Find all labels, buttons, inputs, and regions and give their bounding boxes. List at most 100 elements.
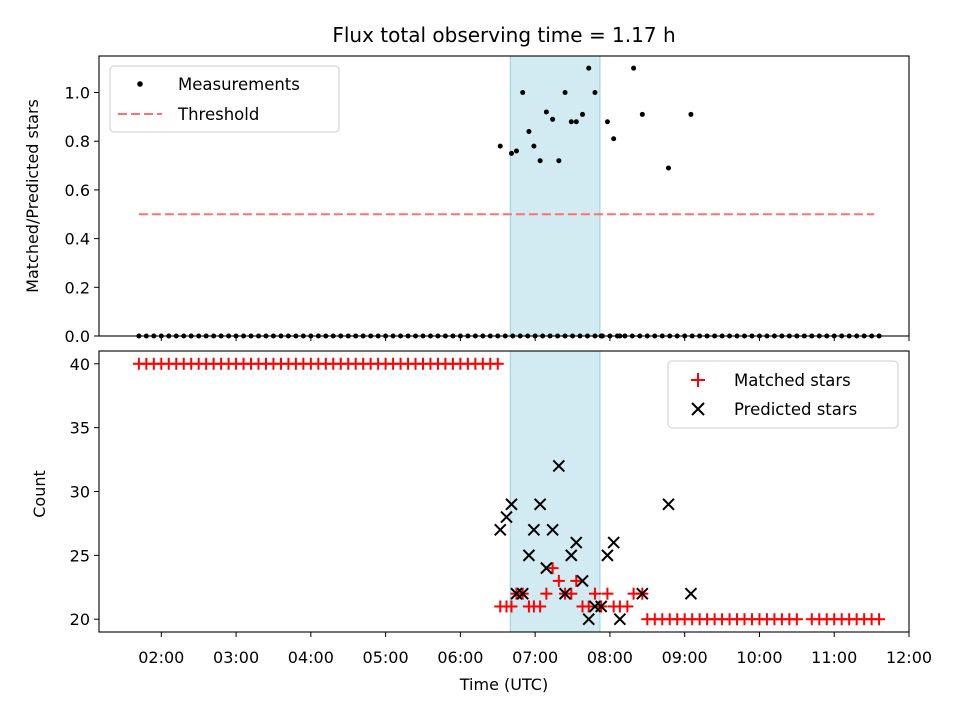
bottom-ytick-label: 20	[70, 610, 90, 629]
predicted-star-point	[601, 549, 614, 562]
measurement-point	[568, 119, 574, 125]
top-ytick-label: 0.6	[65, 181, 90, 200]
top-axes-frame	[98, 55, 910, 337]
legend-measurements-label: Measurements	[178, 75, 300, 94]
matched-star-point	[540, 587, 553, 600]
bottom-x-axis-label: Time (UTC)	[459, 675, 548, 694]
bottom-y-ticks: 20 25 30 35 40	[70, 355, 99, 629]
predicted-star-point	[565, 549, 578, 562]
measurement-point	[550, 116, 556, 122]
bottom-ytick-label: 40	[70, 355, 90, 374]
predicted-star-point	[594, 600, 608, 613]
top-title: Flux total observing time = 1.17 h	[332, 23, 675, 47]
bottom-xtick-label: 08:00	[587, 648, 633, 667]
predicted-star-point	[505, 498, 518, 511]
measurement-point	[513, 148, 519, 154]
matched-star-point	[491, 357, 504, 370]
top-panel: 0.0 0.2 0.4 0.6 0.8 1.0 Flux total observing …	[23, 23, 910, 346]
predicted-star-point	[527, 523, 541, 537]
bottom-xtick-label: 04:00	[288, 648, 334, 667]
legend-predicted-marker	[691, 402, 705, 416]
bottom-xtick-label: 06:00	[437, 648, 483, 667]
measurement-point	[573, 119, 579, 125]
top-ytick-label: 0.2	[65, 278, 90, 297]
measurement-point	[631, 65, 637, 71]
bottom-xtick-label: 02:00	[138, 648, 184, 667]
measurement-point	[543, 109, 549, 115]
bottom-xtick-label: 10:00	[736, 648, 782, 667]
measurement-point	[520, 90, 526, 96]
top-legend-box	[109, 65, 340, 133]
measurement-point	[580, 111, 586, 117]
measurement-point	[586, 65, 592, 71]
legend-matched-marker	[691, 373, 705, 387]
matched-star-point	[582, 600, 595, 613]
top-x-ticks	[160, 336, 910, 341]
measurement-point	[526, 128, 532, 134]
bottom-legend: Matched stars Predicted stars	[667, 360, 899, 429]
legend-matched-label: Matched stars	[734, 371, 851, 390]
measurement-point	[562, 90, 568, 96]
predicted-star-point	[494, 523, 507, 537]
measurement-point	[592, 90, 598, 96]
bottom-ytick-label: 25	[70, 546, 90, 565]
matched-star-point	[873, 613, 886, 626]
matched-star-point	[565, 587, 578, 600]
measurement-point	[531, 143, 537, 149]
predicted-star-point	[576, 574, 589, 588]
predicted-star-point	[684, 587, 698, 600]
measurement-point	[688, 111, 694, 117]
legend-measurements-marker	[137, 81, 143, 87]
bottom-ytick-label: 30	[70, 483, 90, 502]
predicted-star-point	[570, 536, 583, 549]
top-ytick-label: 1.0	[65, 84, 90, 103]
top-legend: Measurements Threshold	[109, 65, 340, 133]
matched-star-point	[552, 574, 565, 587]
bottom-panel: 20 25 30 35 40 02:00 03:00 04:00 05:00 06:00 07:0…	[30, 350, 932, 694]
matched-star-point	[621, 600, 634, 613]
top-ytick-label: 0.4	[65, 230, 90, 249]
matched-star-point	[570, 574, 583, 587]
bottom-shaded-interval	[509, 350, 601, 633]
matched-star-point	[790, 613, 803, 626]
matched-star-point	[601, 587, 614, 600]
top-ytick-label: 0.8	[65, 132, 90, 151]
predicted-star-point	[546, 523, 559, 537]
predicted-star-point	[662, 498, 675, 511]
bottom-x-ticks: 02:00 03:00 04:00 05:00 06:00 07:00 08:00 09:00…	[138, 632, 932, 667]
bottom-xtick-label: 03:00	[213, 648, 259, 667]
measurement-point	[639, 111, 645, 117]
matched-star-point	[546, 562, 559, 575]
matched-star-point	[505, 600, 518, 613]
bottom-xtick-label: 05:00	[363, 648, 409, 667]
predicted-star-point	[516, 587, 529, 600]
top-ytick-label: 0.0	[65, 327, 90, 346]
measurement-point	[497, 143, 503, 149]
bottom-xtick-label: 09:00	[662, 648, 708, 667]
matched-star-point	[534, 600, 547, 613]
bottom-xtick-label: 11:00	[811, 648, 857, 667]
predicted-star-point	[636, 587, 649, 600]
bottom-xtick-label: 07:00	[512, 648, 558, 667]
top-y-ticks: 0.0 0.2 0.4 0.6 0.8 1.0	[65, 84, 99, 346]
measurement-point	[665, 165, 671, 171]
predicted-star-point	[558, 587, 572, 600]
measurement-point	[537, 158, 543, 164]
predicted-star-point	[533, 498, 547, 511]
legend-threshold-label: Threshold	[177, 105, 259, 124]
predicted-star-point	[613, 613, 627, 626]
bottom-ytick-label: 35	[70, 419, 90, 438]
matched-star-point	[588, 587, 601, 600]
measurement-point	[611, 136, 617, 142]
bottom-plot-marks	[132, 357, 886, 626]
measurement-point	[556, 158, 562, 164]
predicted-star-point	[607, 536, 620, 549]
predicted-star-point	[522, 549, 536, 562]
measurement-point	[604, 119, 610, 125]
predicted-star-point	[540, 561, 553, 575]
predicted-star-point	[552, 459, 566, 473]
top-y-axis-label: Matched/Predicted stars	[23, 99, 42, 293]
predicted-star-point	[500, 510, 513, 524]
measurement-point	[508, 150, 514, 156]
